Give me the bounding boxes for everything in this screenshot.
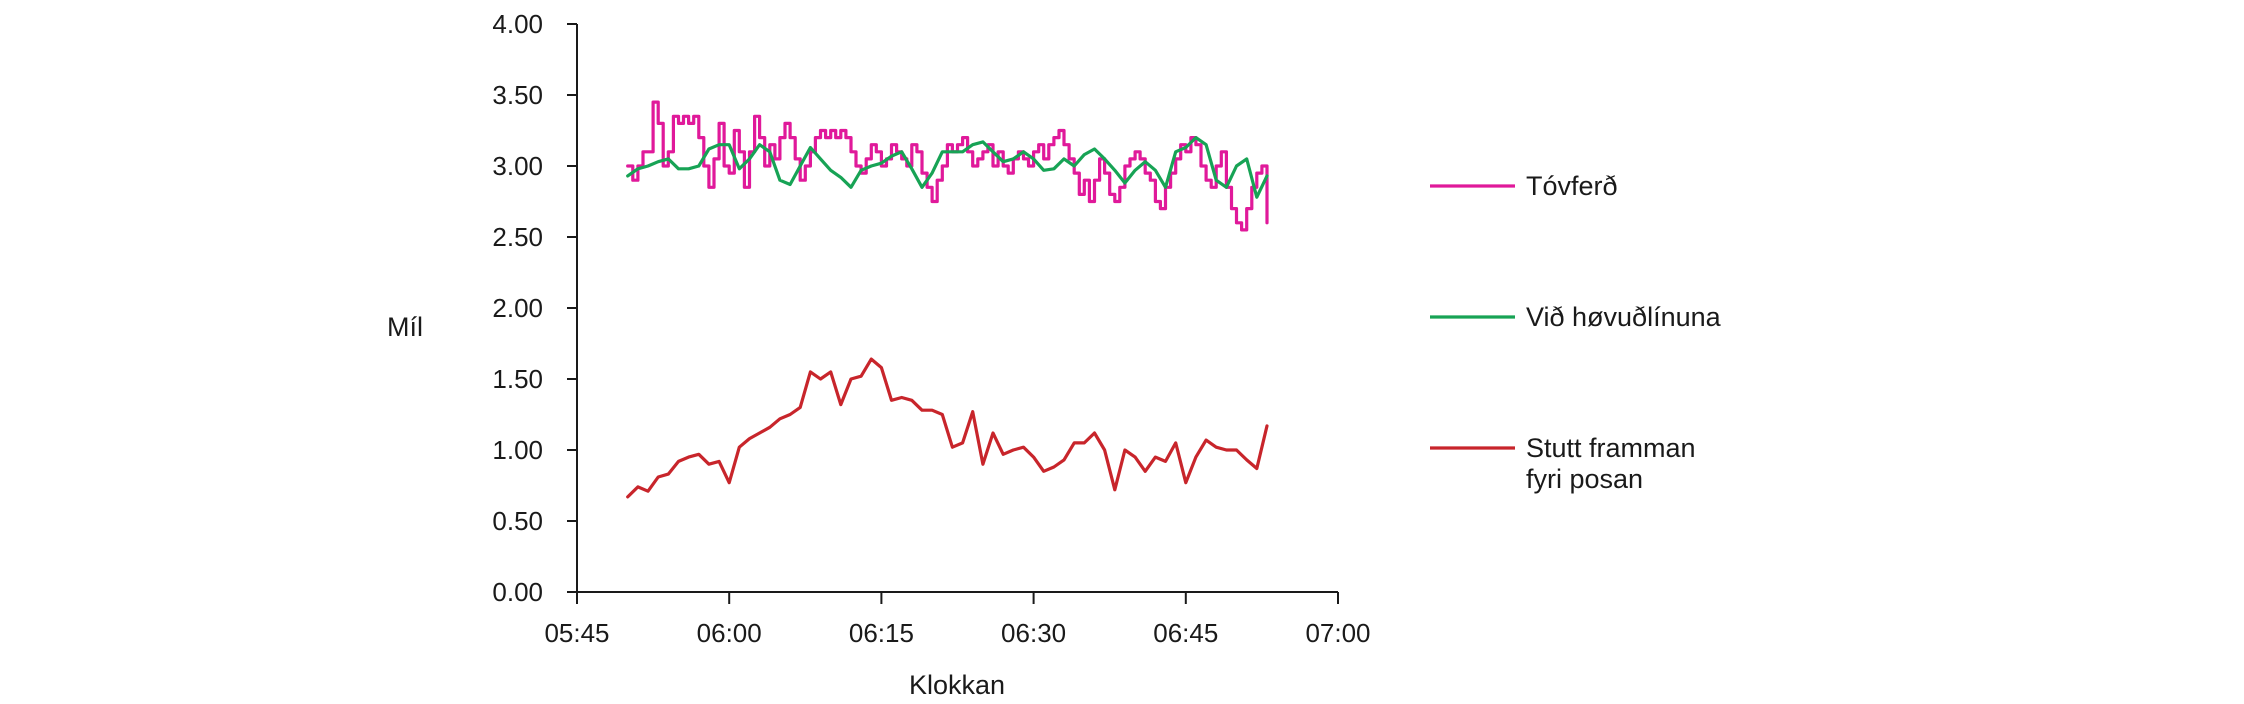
y-tick-label: 1.00 bbox=[492, 435, 543, 465]
x-tick-label: 05:45 bbox=[544, 618, 609, 648]
y-tick-label: 1.50 bbox=[492, 364, 543, 394]
axes bbox=[576, 24, 1338, 593]
y-tick-label: 0.00 bbox=[492, 577, 543, 607]
y-axis-title: Míl bbox=[387, 312, 423, 342]
legend-label: Stutt framman fyri posan bbox=[1526, 433, 1696, 494]
x-tick-label: 06:45 bbox=[1153, 618, 1218, 648]
x-tick-label: 06:00 bbox=[697, 618, 762, 648]
legend-label: Við høvuðlínuna bbox=[1526, 302, 1722, 332]
x-tick-label: 07:00 bbox=[1305, 618, 1370, 648]
legend: Tóvferð Við høvuðlínuna Stutt framman fyri … bbox=[1430, 171, 1722, 494]
y-tick-label: 2.50 bbox=[492, 222, 543, 252]
series-1-line bbox=[626, 100, 1269, 232]
series-lines bbox=[626, 100, 1269, 499]
y-tick-label: 3.50 bbox=[492, 80, 543, 110]
legend-label: Tóvferð bbox=[1526, 171, 1618, 201]
x-axis-ticks: 05:45 06:00 06:15 06:30 06:45 07:00 bbox=[544, 592, 1371, 648]
x-axis-title: Klokkan bbox=[909, 670, 1005, 700]
y-tick-label: 0.50 bbox=[492, 506, 543, 536]
y-tick-label: 3.00 bbox=[492, 151, 543, 181]
x-tick-label: 06:30 bbox=[1001, 618, 1066, 648]
series-2-line bbox=[626, 136, 1269, 199]
y-tick-label: 2.00 bbox=[492, 293, 543, 323]
x-tick-label: 06:15 bbox=[849, 618, 914, 648]
y-axis-ticks: 0.00 0.50 1.00 1.50 2.00 2.50 3.00 3.50 4.00 bbox=[492, 9, 577, 607]
y-tick-label: 4.00 bbox=[492, 9, 543, 39]
series-3-line bbox=[626, 357, 1269, 499]
